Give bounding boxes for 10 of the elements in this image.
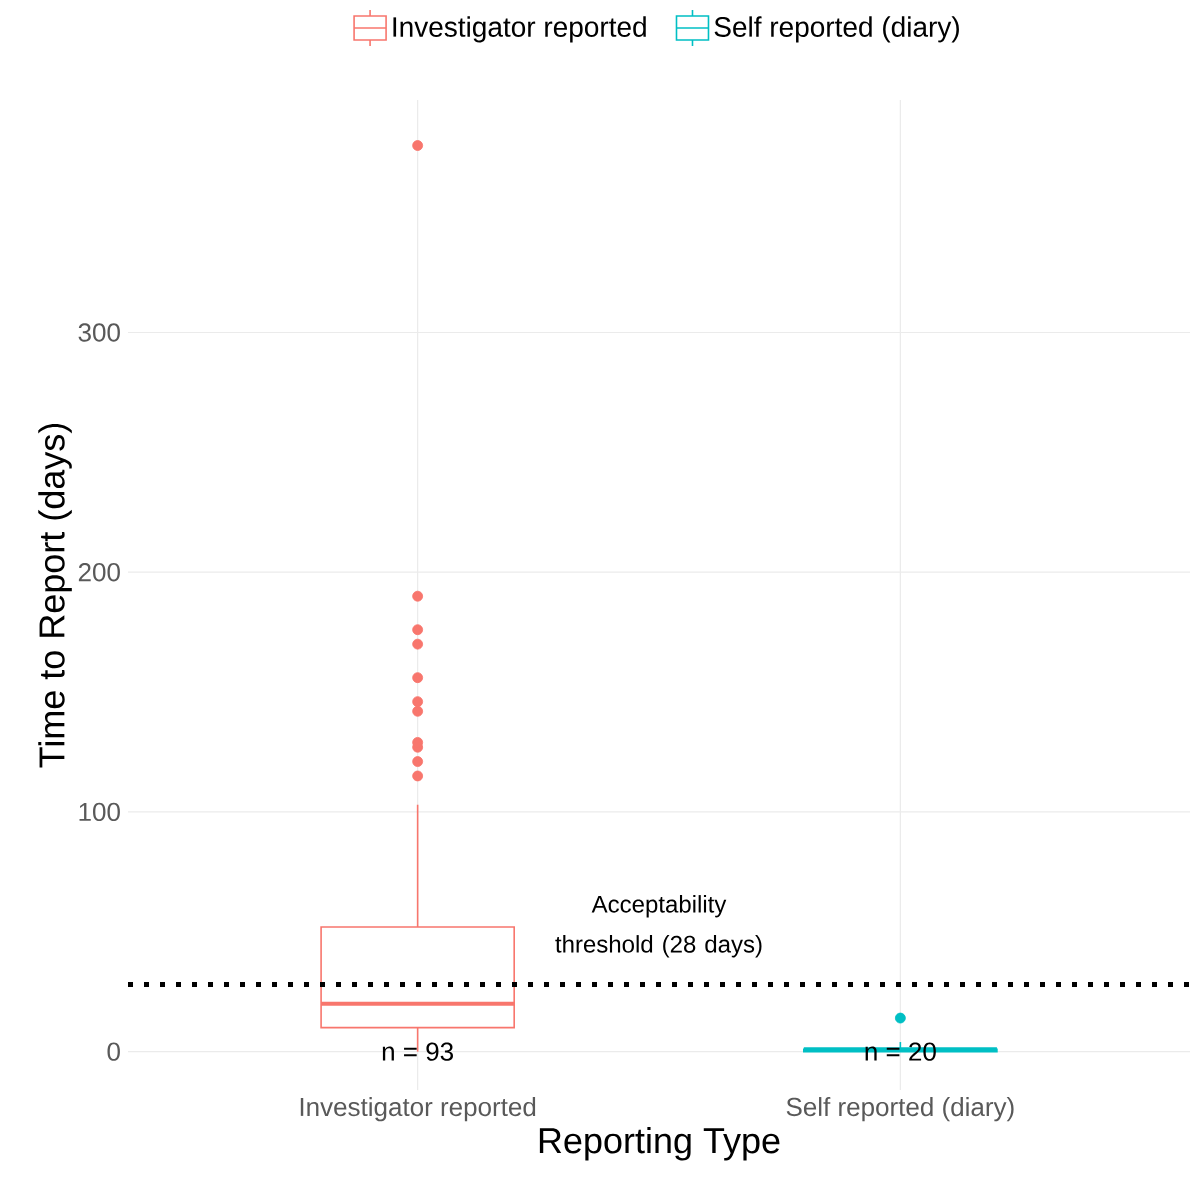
x-axis-title: Reporting Type	[539, 1127, 780, 1161]
legend-label: Investigator reported	[393, 16, 646, 43]
y-tick-label: 200	[78, 563, 120, 582]
ref-line-label: Acceptability threshold (28 days)	[555, 895, 762, 958]
y-tick-label: 300	[78, 323, 120, 342]
y-tick-label: 0	[107, 1042, 120, 1061]
annotation: n = 93	[382, 1042, 453, 1061]
legend-label: Self reported (diary)	[714, 16, 959, 43]
y-axis-title: Time to Report (days)	[38, 423, 72, 768]
y-tick-label: 100	[79, 802, 120, 822]
